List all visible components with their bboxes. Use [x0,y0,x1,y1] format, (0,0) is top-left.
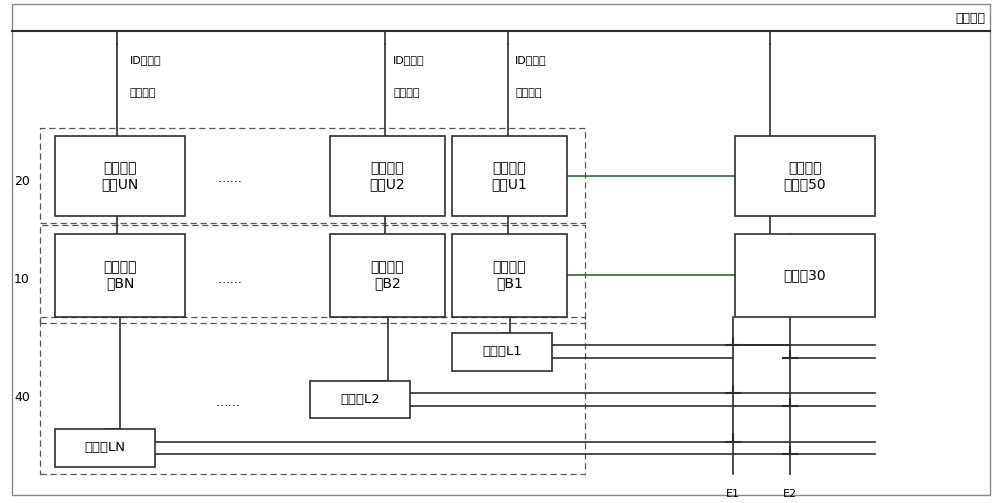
Text: 状态信息: 状态信息 [393,88,420,98]
Text: ID信号及: ID信号及 [130,55,162,65]
Text: 通信总线: 通信总线 [955,12,985,25]
Text: 状态信息: 状态信息 [130,88,156,98]
Text: 电池管理
单元U2: 电池管理 单元U2 [370,161,405,191]
Bar [40,317,585,474]
Text: 连接器L1: 连接器L1 [482,346,522,358]
Bar [330,136,445,216]
Bar [55,234,185,317]
Text: ID信号及: ID信号及 [393,55,425,65]
Bar [40,225,585,323]
Text: 电池管理
单元U1: 电池管理 单元U1 [492,161,527,191]
Text: E1: E1 [726,489,740,499]
Bar [735,234,875,317]
Text: ……: …… [218,172,242,185]
Text: 待组合电
池B1: 待组合电 池B1 [493,260,526,291]
Text: 电池管理
单元UN: 电池管理 单元UN [101,161,139,191]
Text: 待组合电
池B2: 待组合电 池B2 [371,260,404,291]
Text: 连接器L2: 连接器L2 [340,393,380,406]
Bar [55,429,155,467]
Bar [452,234,567,317]
Text: 主电池30: 主电池30 [784,269,826,282]
Bar [330,234,445,317]
Bar [735,136,875,216]
Text: 40: 40 [14,391,30,404]
Bar [452,136,567,216]
Text: ……: …… [218,273,242,286]
Text: 连接器LN: 连接器LN [85,442,126,454]
Bar [310,381,410,418]
Text: 10: 10 [14,273,30,286]
Bar [40,128,585,223]
Text: 主电池管
理单元50: 主电池管 理单元50 [784,161,826,191]
Text: 状态信息: 状态信息 [515,88,542,98]
Bar [55,136,185,216]
Text: E2: E2 [783,489,797,499]
Text: 待组合电
池BN: 待组合电 池BN [103,260,137,291]
Text: ……: …… [216,396,240,409]
Text: 20: 20 [14,175,30,188]
Bar [452,333,552,371]
Text: ID信号及: ID信号及 [515,55,547,65]
